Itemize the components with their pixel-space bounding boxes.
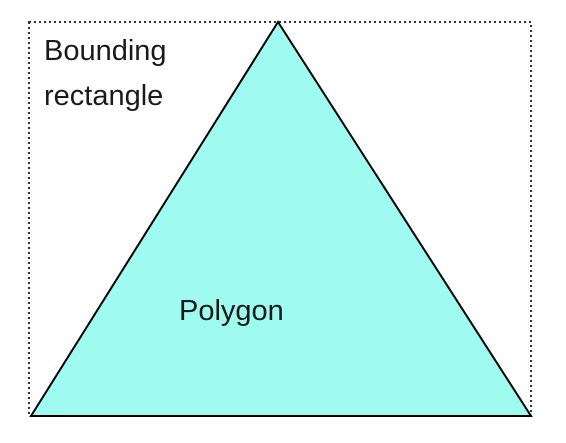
bounding-rectangle-label-line2: rectangle <box>44 80 163 112</box>
bounding-rectangle-label-line1: Bounding <box>44 35 167 67</box>
polygon-label: Polygon <box>179 295 284 327</box>
polygon-triangle <box>29 20 533 417</box>
